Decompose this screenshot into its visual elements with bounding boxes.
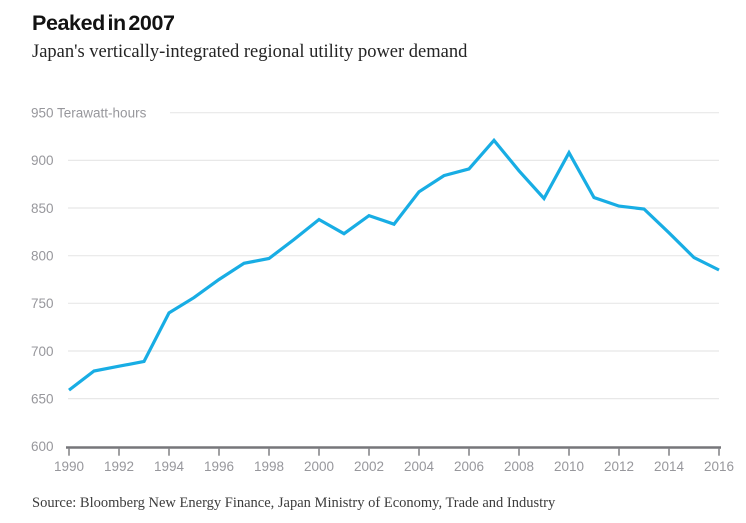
chart-title: Peaked in 2007 xyxy=(32,11,175,35)
x-tick-label-1992: 1992 xyxy=(104,459,134,474)
x-tick-label-2000: 2000 xyxy=(304,459,334,474)
y-tick-label-900: 900 xyxy=(31,153,54,168)
x-tick-label-2014: 2014 xyxy=(654,459,685,474)
x-tick-label-2004: 2004 xyxy=(404,459,435,474)
x-tick-label-2006: 2006 xyxy=(454,459,484,474)
x-tick-label-1990: 1990 xyxy=(54,459,84,474)
y-tick-label-850: 850 xyxy=(31,201,54,216)
y-tick-label-600: 600 xyxy=(31,439,54,454)
demand-series-line xyxy=(68,137,720,392)
x-tick-label-2010: 2010 xyxy=(554,459,584,474)
x-tick-label-2002: 2002 xyxy=(354,459,384,474)
x-tick-label-2008: 2008 xyxy=(504,459,534,474)
source-note: Source: Bloomberg New Energy Finance, Ja… xyxy=(32,495,556,511)
y-tick-label-800: 800 xyxy=(31,248,54,263)
y-axis-unit-label: 950 Terawatt-hours xyxy=(31,106,147,121)
x-tick-label-2012: 2012 xyxy=(604,459,634,474)
y-tick-label-750: 750 xyxy=(31,296,54,311)
x-tick-label-1996: 1996 xyxy=(204,459,234,474)
x-tick-label-1994: 1994 xyxy=(154,459,185,474)
x-tick-label-2016: 2016 xyxy=(704,459,734,474)
chart-subtitle: Japan's vertically-integrated regional u… xyxy=(32,42,468,62)
y-tick-label-700: 700 xyxy=(31,344,54,359)
y-tick-label-650: 650 xyxy=(31,391,54,406)
x-tick-label-1998: 1998 xyxy=(254,459,284,474)
